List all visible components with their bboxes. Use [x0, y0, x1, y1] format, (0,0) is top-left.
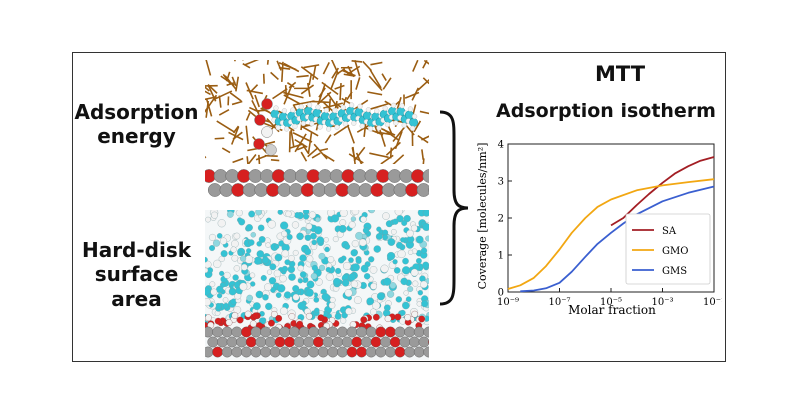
adsorption-energy-simulation [205, 60, 429, 202]
y-axis-label: Coverage [molecules/nm²] [476, 143, 489, 290]
y-tick-label: 2 [498, 214, 504, 225]
curly-brace [439, 110, 469, 306]
x-tick-label: 10⁻⁷ [548, 297, 570, 308]
x-tick-label: 10⁻⁹ [497, 297, 519, 308]
hard-disk-surface-area-label: Hard-disk surface area [81, 238, 192, 311]
adsorption-energy-label: Adsorption energy [74, 100, 199, 149]
x-tick-label: 10⁻³ [651, 297, 673, 308]
monolayer-snapshot-image [205, 210, 429, 360]
legend-label-gms: GMS [662, 266, 687, 277]
x-axis-label: Molar fraction [568, 303, 656, 317]
adsorption-isotherm-chart: Coverage [molecules/nm²] Molar fraction … [476, 140, 722, 318]
y-tick-label: 4 [498, 140, 504, 151]
y-tick-label: 0 [498, 288, 504, 299]
mtt-label: MTT [594, 62, 646, 86]
series-line-gms [520, 185, 715, 293]
legend-label-gmo: GMO [662, 246, 688, 257]
series-line-gmo [507, 178, 715, 290]
adsorption-snapshot-image [205, 60, 429, 202]
adsorption-isotherm-label: Adsorption isotherm [496, 100, 716, 122]
x-tick-label: 10⁻⁵ [600, 297, 622, 308]
surface-area-simulation [205, 210, 429, 360]
legend: SA GMO GMS [625, 213, 711, 285]
y-tick-label: 1 [498, 251, 504, 262]
y-tick-label: 3 [498, 177, 504, 188]
legend-label-sa: SA [662, 226, 677, 237]
legend-box [625, 213, 711, 285]
x-tick-label: 10⁻¹ [703, 297, 722, 308]
